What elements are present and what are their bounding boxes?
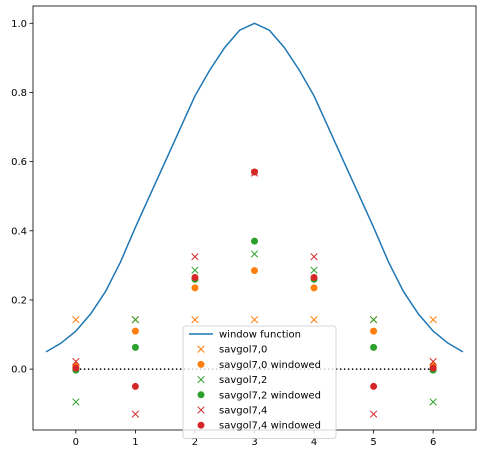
x-tick-label: 6 [430, 437, 436, 448]
x-tick-label: 3 [251, 437, 257, 448]
series-markers [72, 168, 437, 418]
data-point [72, 316, 80, 324]
data-point [310, 266, 318, 274]
data-point [369, 316, 378, 324]
legend-entry: window function [189, 330, 301, 341]
data-point [369, 410, 378, 418]
legend-label: window function [219, 330, 301, 341]
legend-entry: savgol7,4 windowed [197, 421, 321, 432]
data-point [310, 284, 318, 292]
legend-entry: savgol7,0 [197, 345, 267, 356]
legend-entry: savgol7,4 [197, 406, 267, 417]
data-point [310, 273, 318, 281]
data-point [310, 316, 318, 324]
data-point [429, 364, 437, 372]
legend-label: savgol7,4 windowed [219, 421, 321, 432]
data-point [250, 250, 259, 258]
data-point [429, 357, 437, 366]
legend-box [182, 325, 337, 439]
y-tick-label: 0.8 [11, 88, 27, 99]
data-point [72, 398, 80, 406]
data-point [131, 343, 139, 351]
series-0 [72, 316, 437, 324]
x-tick-label: 1 [132, 437, 138, 448]
legend-marker-swatch [197, 391, 205, 399]
legend-label: savgol7,0 windowed [219, 360, 321, 371]
legend-marker-swatch [197, 360, 205, 368]
y-tick-label: 0.6 [11, 157, 27, 168]
y-axis: 0.0 0.2 0.4 0.6 0.8 1.0 [11, 19, 33, 376]
data-point [250, 316, 259, 324]
series-2 [72, 250, 437, 406]
data-point [191, 253, 199, 261]
legend-label: savgol7,2 windowed [219, 390, 321, 401]
data-point [72, 364, 80, 372]
data-point [131, 410, 140, 418]
data-point [370, 327, 378, 335]
legend-marker-swatch [197, 345, 205, 353]
data-point [310, 253, 318, 261]
data-point [191, 316, 199, 324]
legend-label: savgol7,4 [219, 406, 267, 417]
y-tick-label: 0.4 [11, 226, 27, 237]
data-point [131, 316, 140, 324]
x-axis: 0 1 2 3 4 5 6 [73, 430, 436, 448]
data-point [191, 284, 199, 292]
plot-area [45, 22, 464, 418]
data-point [429, 398, 437, 406]
data-point [370, 343, 378, 351]
legend-entry: savgol7,0 windowed [197, 360, 321, 371]
x-tick-label: 4 [311, 437, 317, 448]
data-point [131, 327, 139, 335]
legend-label: savgol7,0 [219, 345, 267, 356]
data-point [191, 266, 199, 274]
legend: window function savgol7,0 savgol7,0 window… [182, 325, 337, 439]
legend-entry: savgol7,2 windowed [197, 390, 321, 401]
data-point [251, 168, 258, 176]
series-4 [72, 169, 437, 418]
data-point [131, 382, 139, 390]
x-tick-label: 2 [192, 437, 198, 448]
legend-entry: savgol7,2 [197, 375, 267, 386]
y-tick-label: 0.2 [11, 295, 27, 306]
data-point [251, 267, 258, 275]
legend-marker-swatch [197, 375, 205, 384]
data-point [429, 316, 437, 324]
window-function-line [45, 22, 464, 353]
y-tick-label: 0.0 [11, 365, 27, 376]
data-point [370, 382, 378, 390]
legend-marker-swatch [197, 421, 205, 429]
x-tick-label: 5 [370, 437, 376, 448]
legend-marker-swatch [197, 406, 205, 414]
y-tick-label: 1.0 [11, 19, 27, 30]
x-tick-label: 0 [73, 437, 79, 448]
data-point [191, 273, 199, 281]
data-point [251, 237, 258, 245]
legend-label: savgol7,2 [219, 375, 267, 386]
data-point [72, 357, 80, 366]
series-5 [72, 168, 437, 390]
